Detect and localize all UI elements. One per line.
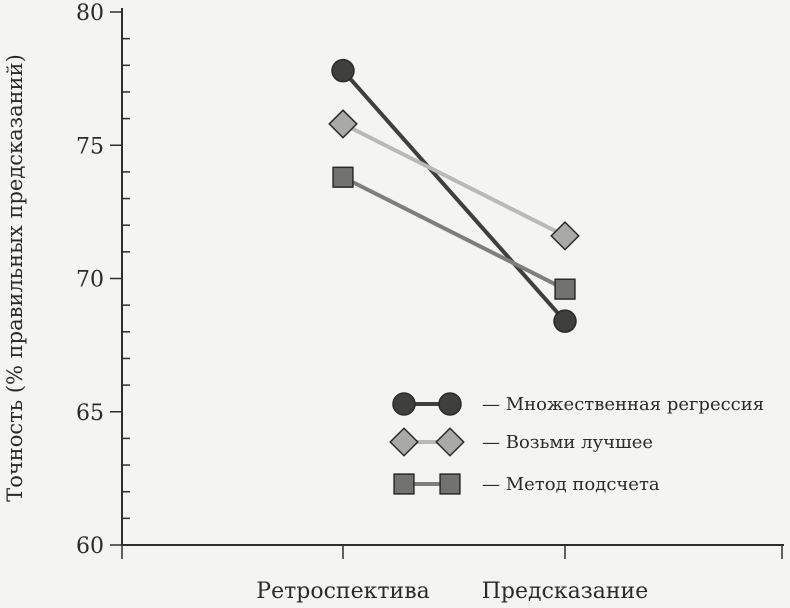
data-point <box>332 166 354 188</box>
legend: — Множественная регрессия — Возьми лучшее… <box>389 392 764 495</box>
legend-marker <box>389 427 419 457</box>
y-tick-label: 80 <box>76 1 104 26</box>
data-point <box>331 58 355 83</box>
series-layer <box>328 58 580 333</box>
legend-entry-label: — Метод подсчета <box>482 474 660 495</box>
y-axis-title: Точность (% правильных предсказаний) <box>3 54 27 502</box>
legend-marker <box>439 473 461 495</box>
legend-marker <box>393 473 415 495</box>
y-tick-label: 65 <box>76 401 104 426</box>
y-tick-label: 70 <box>76 268 104 293</box>
x-category-label: Ретроспектива <box>256 579 429 604</box>
y-tick-label: 75 <box>76 134 104 159</box>
legend-entry-label: — Множественная регрессия <box>482 394 764 415</box>
data-point <box>550 221 580 251</box>
legend-marker <box>435 427 465 457</box>
series-line-2 <box>342 122 566 238</box>
legend-marker <box>438 392 462 416</box>
series-line-3 <box>342 175 566 291</box>
series-line-1 <box>341 69 567 323</box>
legend-marker <box>392 392 416 416</box>
data-point <box>554 278 576 300</box>
x-category-label: Предсказание <box>482 579 648 604</box>
axes: 60 65 70 75 80 Ретроспектива Предсказание <box>76 1 784 604</box>
data-point <box>553 309 577 333</box>
y-tick-label: 60 <box>76 534 104 559</box>
data-point <box>328 109 358 139</box>
legend-entry-label: — Возьми лучшее <box>482 432 653 453</box>
